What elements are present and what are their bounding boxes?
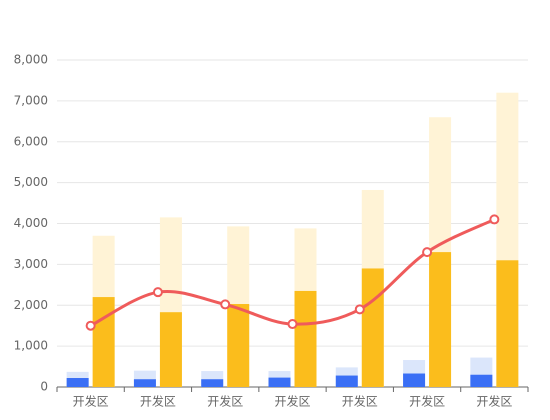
bar: [133, 379, 156, 387]
point: [354, 304, 365, 315]
point: [220, 299, 231, 310]
bar: [159, 312, 182, 387]
point: [422, 247, 433, 258]
x-tick-label: 开发区: [140, 394, 176, 409]
y-tick-label: 7,000: [14, 93, 48, 107]
point: [85, 320, 96, 331]
y-tick-label: 1,000: [14, 339, 48, 353]
bar: [470, 374, 493, 387]
x-tick-label: 开发区: [73, 394, 109, 409]
y-tick-label: 5,000: [14, 175, 48, 189]
bar: [92, 297, 115, 387]
bar: [268, 377, 291, 387]
point: [287, 319, 298, 330]
x-tick-label: 开发区: [342, 394, 378, 409]
bar: [403, 373, 426, 387]
bar: [361, 268, 384, 387]
bar: [429, 252, 452, 387]
x-tick-label: 开发区: [476, 394, 512, 409]
bar: [335, 375, 358, 387]
bar: [201, 379, 224, 387]
bar: [496, 260, 519, 387]
y-tick-label: 6,000: [14, 134, 48, 148]
bar: [294, 290, 317, 387]
y-tick-label: 2,000: [14, 298, 48, 312]
point: [152, 287, 163, 298]
y-tick-label: 3,000: [14, 257, 48, 271]
x-tick-label: 开发区: [207, 394, 243, 409]
x-tick-label: 开发区: [409, 394, 445, 409]
bar: [227, 304, 250, 387]
y-tick-label: 0: [40, 380, 48, 394]
point: [489, 214, 500, 225]
bar: [66, 378, 89, 387]
y-tick-label: 8,000: [14, 53, 48, 67]
x-tick-label: 开发区: [274, 394, 310, 409]
y-tick-label: 4,000: [14, 216, 48, 230]
